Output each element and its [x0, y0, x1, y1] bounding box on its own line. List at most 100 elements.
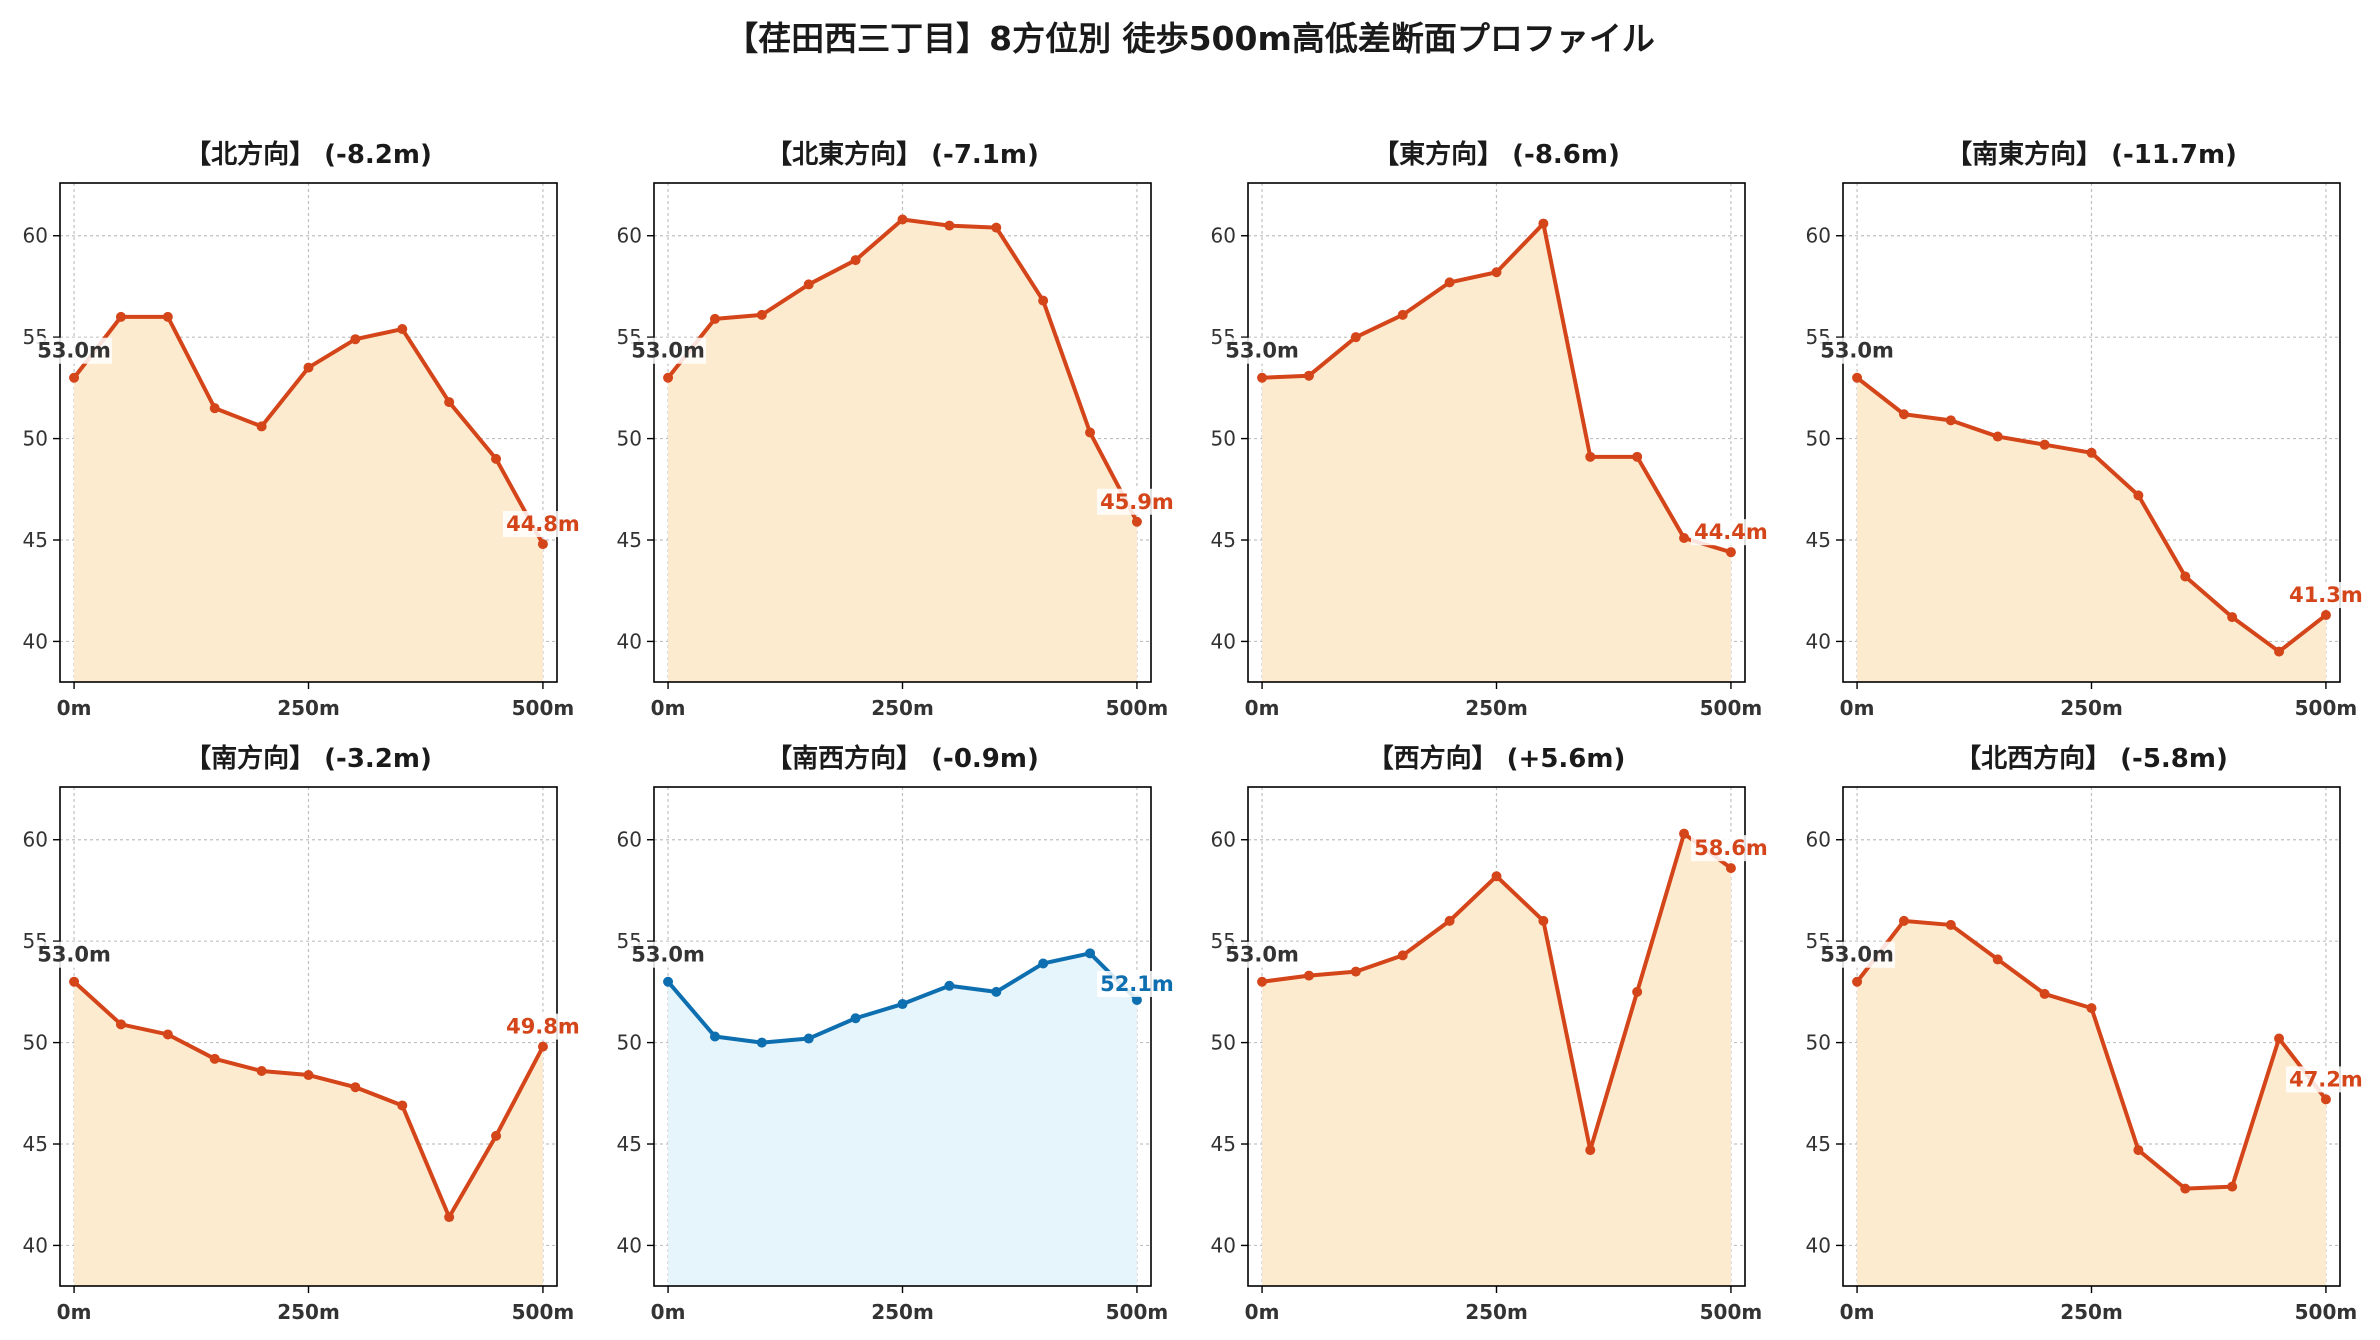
start-elevation-label: 53.0m — [1820, 943, 1894, 967]
elevation-point — [1257, 976, 1268, 987]
end-elevation-label: 47.2m — [2289, 1067, 2363, 1091]
x-tick-label: 0m — [57, 696, 92, 720]
elevation-point — [1898, 915, 1909, 926]
panel-title: 【南西方向】 (-0.9m) — [766, 743, 1039, 774]
start-label-bg — [630, 337, 707, 364]
elevation-point — [1085, 427, 1096, 438]
x-tick-label: 0m — [651, 1300, 686, 1324]
elevation-fill — [1262, 223, 1731, 683]
elevation-point — [663, 372, 674, 383]
elevation-point — [350, 334, 361, 345]
y-tick-label: 50 — [1806, 427, 1831, 451]
end-elevation-label: 49.8m — [506, 1015, 580, 1039]
elevation-point — [1852, 372, 1863, 383]
elevation-point — [850, 1013, 861, 1024]
start-elevation-label: 53.0m — [1225, 339, 1299, 363]
end-label-bg — [2285, 582, 2366, 609]
elevation-point — [1632, 451, 1643, 462]
end-elevation-label: 45.9m — [1100, 490, 1174, 514]
elevation-point — [1898, 409, 1909, 420]
elevation-point — [1679, 532, 1690, 543]
elevation-point — [303, 1070, 314, 1081]
x-tick-label: 500m — [2295, 696, 2358, 720]
y-tick-label: 40 — [1211, 1233, 1236, 1257]
start-elevation-label: 53.0m — [37, 339, 111, 363]
elevation-point — [1491, 871, 1502, 882]
start-label-bg — [630, 941, 707, 968]
elevation-point — [803, 1033, 814, 1044]
end-elevation-label: 52.1m — [1100, 972, 1174, 996]
panel-title: 【北西方向】 (-5.8m) — [1955, 743, 2228, 774]
start-label-bg — [1819, 337, 1896, 364]
y-tick-label: 60 — [617, 224, 642, 248]
elevation-point — [256, 421, 267, 432]
panel-title: 【東方向】 (-8.6m) — [1373, 139, 1620, 170]
elevation-point — [897, 214, 908, 225]
elevation-point — [1679, 828, 1690, 839]
panel-title: 【北方向】 (-8.2m) — [185, 139, 432, 170]
elevation-point — [1397, 309, 1408, 320]
x-tick-label: 250m — [277, 696, 340, 720]
x-tick-label: 250m — [871, 696, 934, 720]
start-elevation-label: 53.0m — [1225, 943, 1299, 967]
elevation-point — [1725, 863, 1736, 874]
elevation-fill — [668, 219, 1137, 682]
elevation-point — [2227, 612, 2238, 623]
elevation-point — [1538, 218, 1549, 229]
elevation-point — [115, 1019, 126, 1030]
panel-title: 【南方向】 (-3.2m) — [185, 743, 432, 774]
elevation-point — [1444, 277, 1455, 288]
x-tick-label: 250m — [2060, 696, 2123, 720]
y-tick-label: 50 — [617, 427, 642, 451]
y-tick-label: 60 — [23, 224, 48, 248]
y-tick-label: 45 — [1211, 528, 1236, 552]
y-tick-label: 50 — [1806, 1031, 1831, 1055]
elevation-point — [69, 372, 80, 383]
elevation-point — [991, 222, 1002, 233]
elevation-fill — [74, 316, 543, 682]
elevation-point — [162, 311, 173, 322]
elevation-point — [709, 313, 720, 324]
y-tick-label: 40 — [1806, 629, 1831, 653]
elevation-point — [537, 1041, 548, 1052]
y-tick-label: 50 — [1211, 1031, 1236, 1055]
elevation-point — [2180, 571, 2191, 582]
x-tick-label: 250m — [2060, 1300, 2123, 1324]
x-tick-label: 500m — [1700, 1300, 1763, 1324]
elevation-point — [663, 976, 674, 987]
elevation-point — [803, 279, 814, 290]
x-tick-label: 0m — [651, 696, 686, 720]
x-tick-label: 0m — [1840, 1300, 1875, 1324]
y-tick-label: 45 — [1806, 1132, 1831, 1156]
x-tick-label: 500m — [512, 696, 575, 720]
elevation-point — [1852, 976, 1863, 987]
start-elevation-label: 53.0m — [631, 943, 705, 967]
elevation-fill — [1262, 833, 1731, 1286]
elevation-point — [709, 1031, 720, 1042]
elevation-fill — [1857, 377, 2326, 682]
elevation-point — [1725, 547, 1736, 558]
elevation-point — [2133, 490, 2144, 501]
elevation-point — [1303, 970, 1314, 981]
elevation-point — [1257, 372, 1268, 383]
y-tick-label: 45 — [23, 528, 48, 552]
end-elevation-label: 44.8m — [506, 512, 580, 536]
elevation-point — [491, 453, 502, 464]
y-tick-label: 40 — [23, 1233, 48, 1257]
y-tick-label: 40 — [23, 629, 48, 653]
y-tick-label: 60 — [23, 828, 48, 852]
y-tick-label: 60 — [1211, 828, 1236, 852]
elevation-point — [2274, 646, 2285, 657]
elevation-point — [1491, 267, 1502, 278]
end-elevation-label: 44.4m — [1694, 520, 1768, 544]
x-tick-label: 500m — [1106, 696, 1169, 720]
panel-title: 【南東方向】 (-11.7m) — [1946, 139, 2237, 170]
y-tick-label: 45 — [1211, 1132, 1236, 1156]
elevation-point — [1131, 994, 1142, 1005]
